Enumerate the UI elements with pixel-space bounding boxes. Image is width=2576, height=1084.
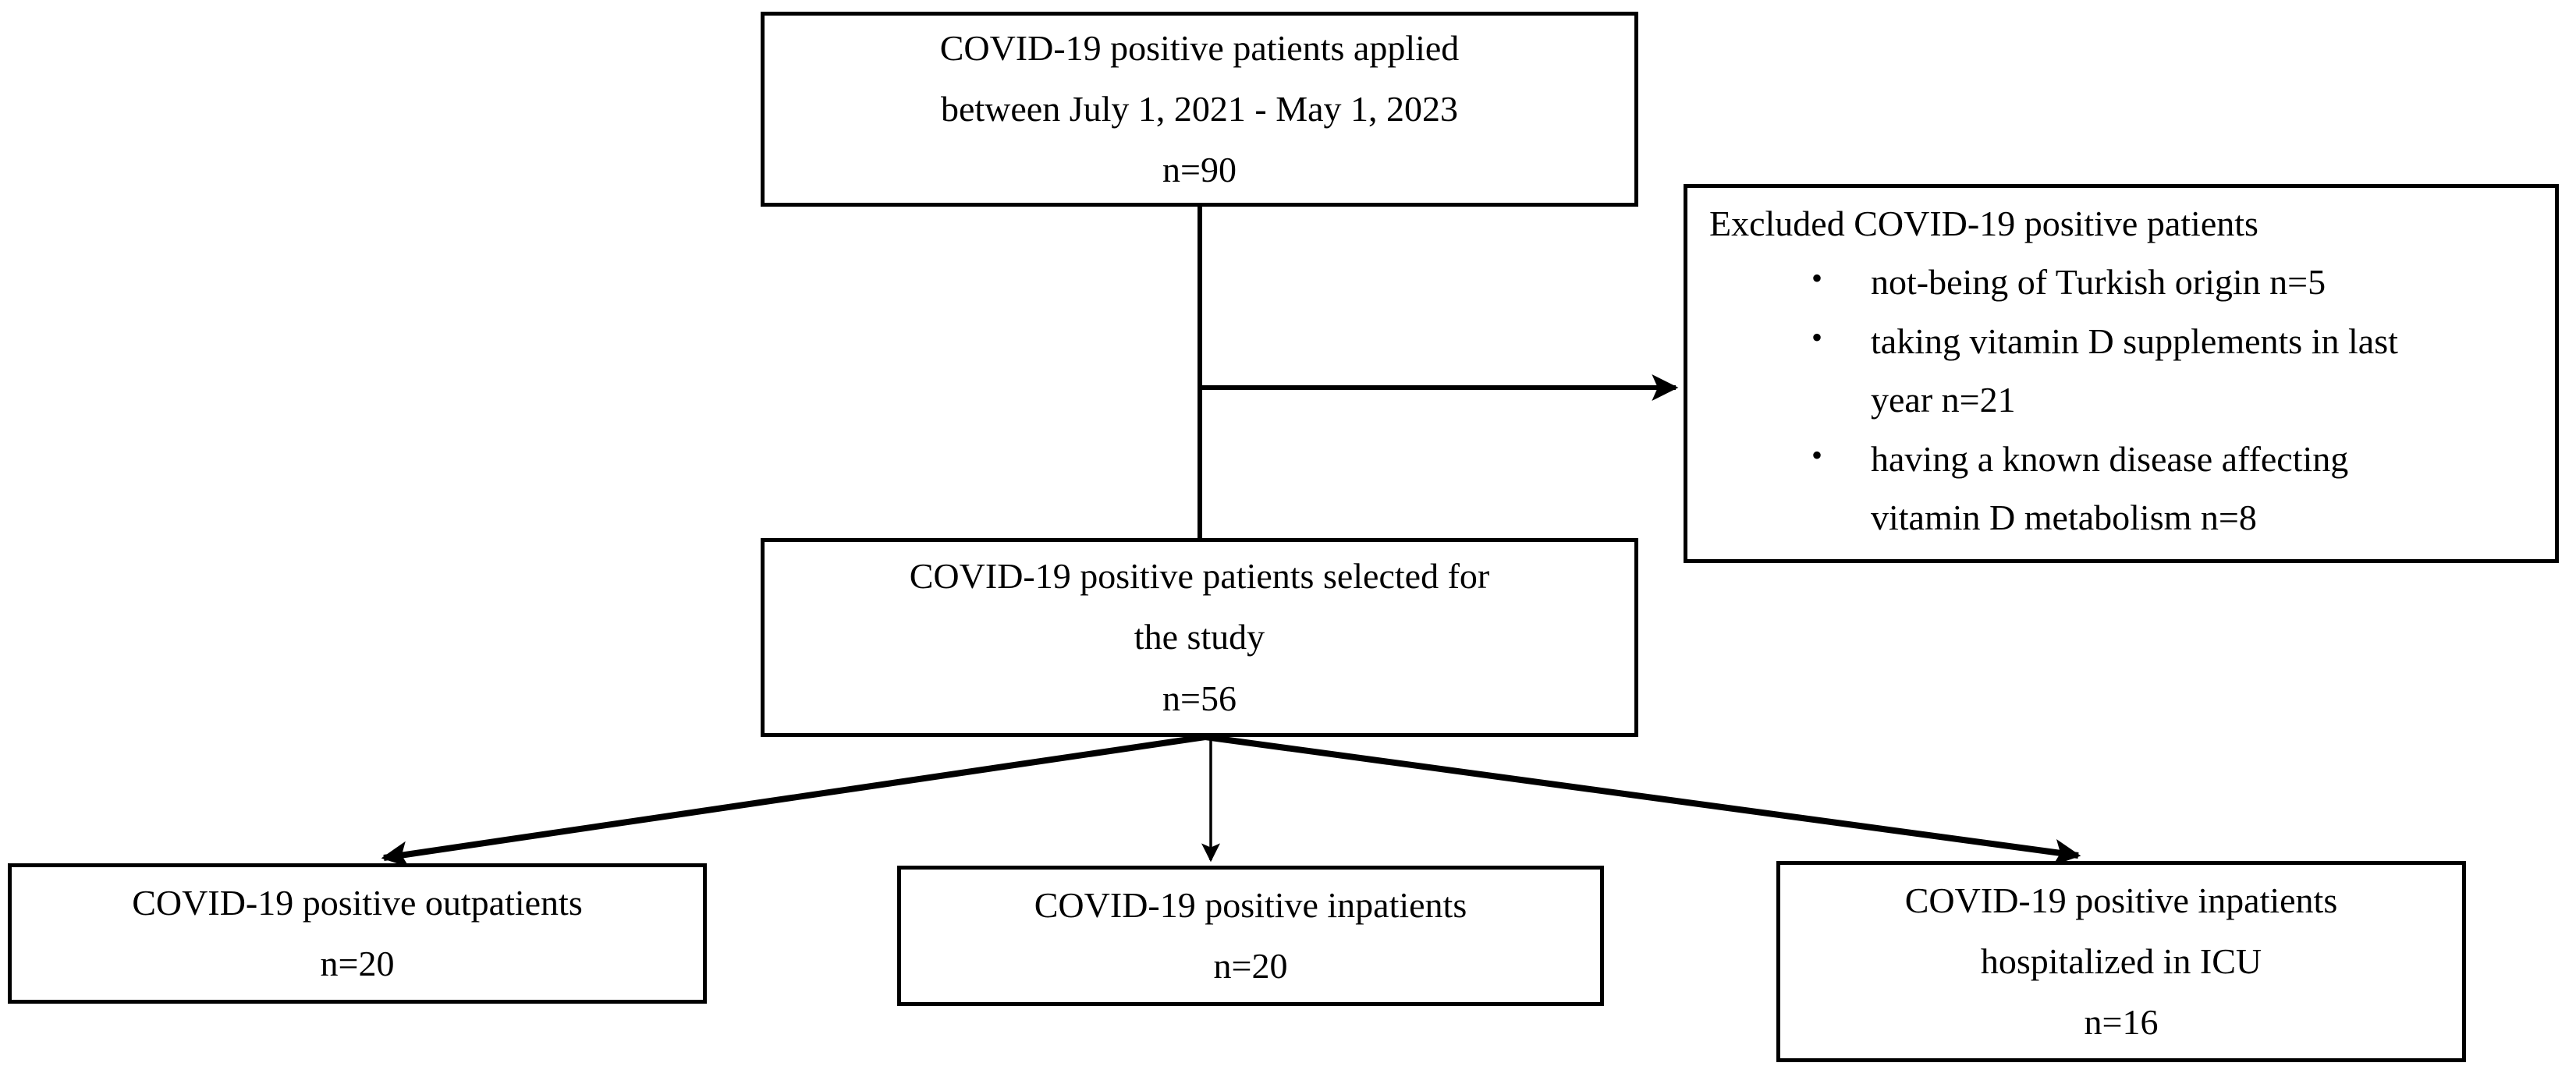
selected-patients-box: COVID-19 positive patients selected for … (761, 538, 1638, 737)
selected-line-2: the study (1134, 617, 1265, 657)
excluded-reason-item: • not-being of Turkish origin n=5 (1709, 253, 2541, 311)
inpatients-count: n=20 (1213, 946, 1288, 986)
applied-patients-box: COVID-19 positive patients applied betwe… (761, 12, 1638, 207)
icu-count: n=16 (2084, 1002, 2159, 1043)
inpatients-box: COVID-19 positive inpatients n=20 (897, 866, 1604, 1006)
icu-line-1: COVID-19 positive inpatients (1904, 880, 2338, 920)
arrow-to-icu (1205, 734, 2081, 866)
excluded-reason-text: taking vitamin D supplements in last yea… (1871, 321, 2398, 420)
bullet-icon: • (1811, 437, 1823, 473)
outpatients-line-1: COVID-19 positive outpatients (132, 882, 583, 923)
applied-line-1: COVID-19 positive patients applied (939, 27, 1460, 68)
excluded-reason-text: not-being of Turkish origin n=5 (1871, 262, 2326, 303)
bullet-icon: • (1811, 319, 1823, 355)
excluded-reason-item: • taking vitamin D supplements in last y… (1709, 312, 2541, 430)
selected-line-1: COVID-19 positive patients selected for (909, 556, 1490, 597)
applied-count: n=90 (1162, 150, 1237, 190)
excluded-reason-item: • having a known disease affecting vitam… (1709, 430, 2541, 547)
icu-line-2: hospitalized in ICU (1980, 941, 2262, 981)
selected-count: n=56 (1162, 678, 1237, 718)
excluded-patients-box: Excluded COVID-19 positive patients • no… (1684, 184, 2559, 563)
inpatients-line-1: COVID-19 positive inpatients (1034, 884, 1467, 925)
excluded-title: Excluded COVID-19 positive patients (1709, 204, 2258, 243)
outpatients-count: n=20 (320, 944, 395, 983)
applied-line-2: between July 1, 2021 - May 1, 2023 (940, 88, 1459, 129)
excluded-reason-text: having a known disease affecting vitamin… (1871, 438, 2349, 538)
outpatients-box: COVID-19 positive outpatients n=20 (8, 863, 707, 1004)
icu-inpatients-box: COVID-19 positive inpatients hospitalize… (1776, 861, 2466, 1062)
bullet-icon: • (1811, 260, 1823, 296)
arrow-to-outpatients (381, 734, 1206, 868)
